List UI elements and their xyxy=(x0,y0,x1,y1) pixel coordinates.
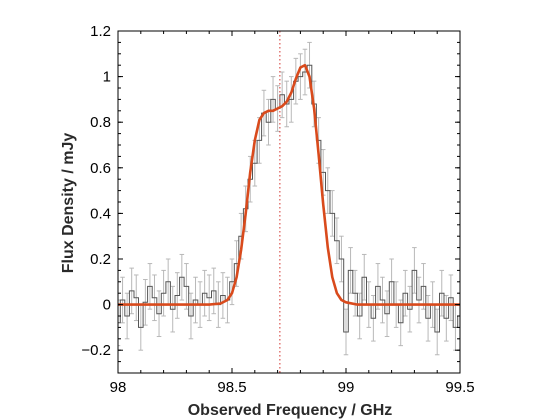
plot-area xyxy=(118,31,460,373)
plot-frame xyxy=(117,30,461,374)
error-bars xyxy=(118,41,460,356)
y-tick-label: 0.2 xyxy=(90,251,111,268)
x-axis-label: Observed Frequency / GHz xyxy=(188,402,393,419)
y-tick-label: 1.2 xyxy=(90,23,111,40)
y-tick-label: 0.6 xyxy=(90,160,111,177)
fit-line xyxy=(118,63,460,306)
x-tick-label: 99 xyxy=(338,379,355,396)
y-tick-label: 0 xyxy=(103,297,111,314)
x-tick-label: 98 xyxy=(110,379,127,396)
y-tick-label: 0.4 xyxy=(90,205,111,222)
y-tick-label: −0.2 xyxy=(81,342,111,359)
y-tick-label: 1 xyxy=(103,69,111,86)
x-tick-label: 99.5 xyxy=(445,379,474,396)
axes-layer: 98 98.5 99 99.5 −0.2 0 0.2 0.4 0.6 0.8 1 1.2 xyxy=(81,23,474,396)
data-layer xyxy=(118,31,460,373)
y-tick-label: 0.8 xyxy=(90,114,111,131)
spectrum-step-series xyxy=(118,64,460,333)
y-axis-label: Flux Density / mJy xyxy=(60,133,77,274)
x-tick-label: 98.5 xyxy=(217,379,246,396)
